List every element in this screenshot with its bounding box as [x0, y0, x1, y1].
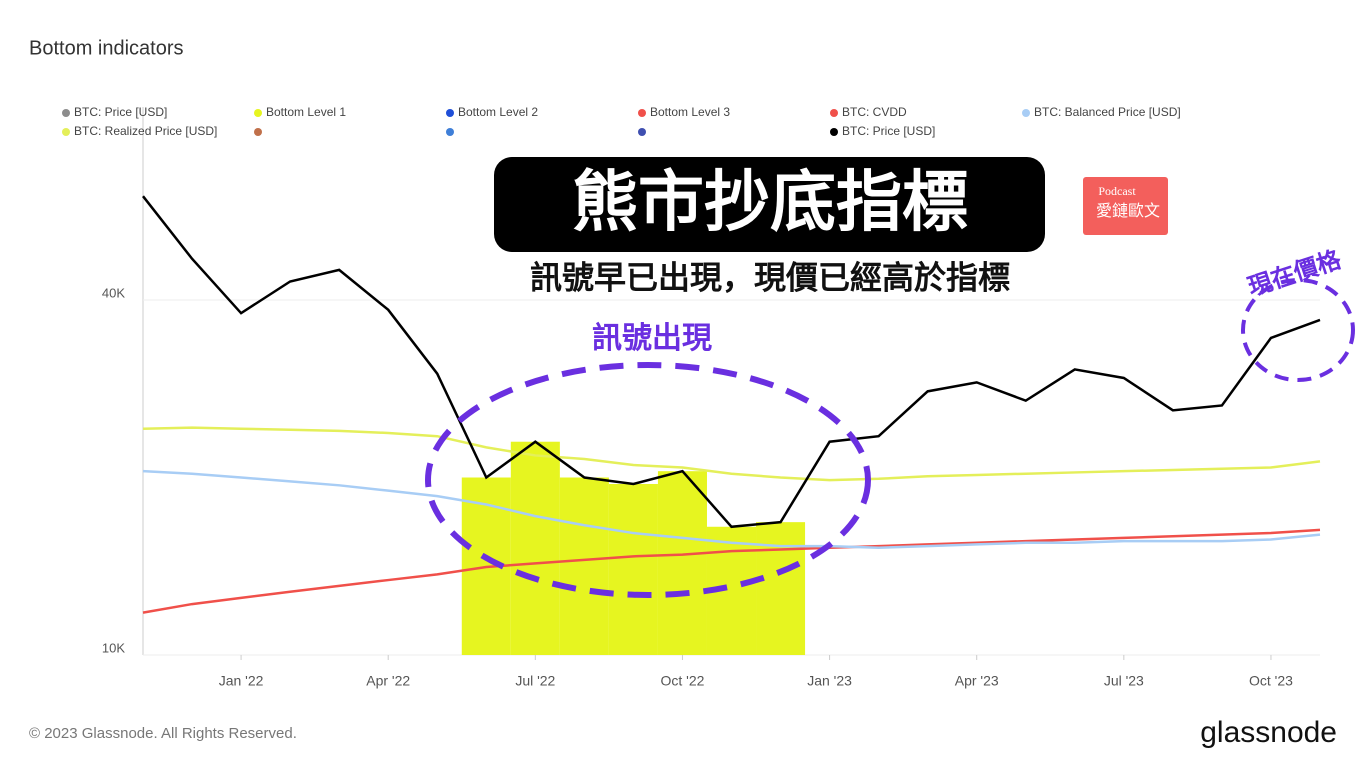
badge-main: 愛鏈歐文 [1096, 202, 1160, 220]
badge-top: Podcast [1098, 184, 1136, 198]
legend-swatch [254, 109, 262, 117]
signal-bar [510, 441, 560, 655]
legend-label: BTC: Balanced Price [USD] [1034, 105, 1181, 119]
x-tick-label: Oct '22 [660, 673, 704, 689]
brand-logo: glassnode [1200, 716, 1337, 749]
current-label: 現在價格 [1245, 245, 1346, 302]
series-line [142, 195, 1321, 529]
signal-bar [657, 471, 707, 655]
current-ellipse [1241, 278, 1355, 382]
legend-swatch [638, 128, 646, 136]
legend-label: BTC: Realized Price [USD] [74, 124, 217, 138]
legend-label: BTC: Price [USD] [842, 124, 935, 138]
signal-bar [608, 483, 658, 655]
chart-title: Bottom indicators [29, 37, 184, 59]
headline-box [494, 157, 1045, 252]
legend-label: BTC: Price [USD] [74, 105, 167, 119]
signal-label: 訊號出現 [592, 322, 712, 355]
legend-swatch [62, 109, 70, 117]
series-line [142, 426, 1321, 482]
footer: © 2023 Glassnode. All Rights Reserved. [29, 725, 297, 742]
y-tick-label: 40K [102, 285, 125, 300]
legend-label: Bottom Level 3 [650, 105, 730, 119]
legend-swatch [446, 128, 454, 136]
legend-label: Bottom Level 1 [266, 105, 346, 119]
badge [1083, 177, 1168, 235]
x-tick-label: Jul '23 [1104, 673, 1144, 689]
subheadline: 訊號早已出現，現價已經高於指標 [530, 259, 1010, 295]
legend-swatch [254, 128, 262, 136]
x-tick-label: Jan '22 [219, 673, 264, 689]
signal-bar [559, 477, 609, 655]
x-tick-label: Apr '22 [366, 673, 410, 689]
legend-swatch [830, 128, 838, 136]
x-tick-label: Jul '22 [515, 673, 555, 689]
signal-ellipse [425, 362, 871, 598]
legend-swatch [62, 128, 70, 136]
legend-swatch [446, 109, 454, 117]
legend-swatch [1022, 109, 1030, 117]
y-tick-label: 10K [102, 640, 125, 655]
signal-bar [756, 522, 806, 655]
series-line [142, 469, 1321, 550]
x-tick-label: Apr '23 [955, 673, 999, 689]
headline: 熊市抄底指標 [572, 164, 968, 238]
series-line [142, 528, 1321, 614]
x-tick-label: Jan '23 [807, 673, 852, 689]
legend-swatch [830, 109, 838, 117]
x-tick-label: Oct '23 [1249, 673, 1293, 689]
legend-label: BTC: CVDD [842, 105, 907, 119]
legend-label: Bottom Level 2 [458, 105, 538, 119]
legend-swatch [638, 109, 646, 117]
plot-area: 10K 40K Jan '22 Apr '22 Jul '22 Oct '22 Jan '2… [102, 107, 1321, 689]
